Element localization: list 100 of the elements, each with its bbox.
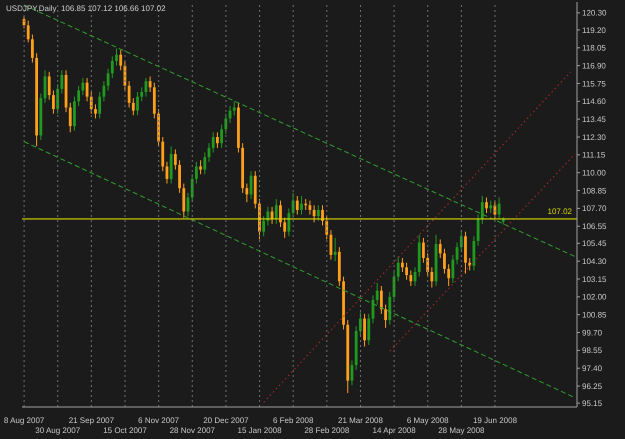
- candlestick: [438, 238, 442, 259]
- candlestick: [270, 206, 274, 224]
- candlestick: [186, 192, 190, 217]
- candlestick: [245, 183, 248, 203]
- y-tick-label: 116.90: [582, 61, 606, 70]
- candlestick: [334, 237, 337, 262]
- y-tick-label: 120.30: [582, 8, 608, 18]
- candlestick: [110, 56, 114, 79]
- candlestick: [321, 204, 324, 226]
- candlestick: [308, 200, 312, 216]
- candlestick: [443, 248, 446, 274]
- candlestick: [31, 34, 34, 64]
- candlestick: [174, 148, 177, 170]
- x-tick-label: 6 Feb 2008: [272, 416, 314, 425]
- candlestick: [456, 242, 458, 265]
- x-tick-label: 6 May 2008: [406, 416, 450, 425]
- y-tick-label: 118.05: [582, 44, 606, 53]
- candlestick: [148, 76, 152, 92]
- candlestick: [194, 161, 198, 184]
- candlestick: [384, 304, 387, 328]
- candlestick: [367, 313, 370, 346]
- x-tick-label: 8 Aug 2007: [4, 416, 45, 425]
- candlestick: [220, 124, 224, 148]
- y-tick-label: 111.15: [582, 150, 606, 160]
- candlestick: [212, 132, 215, 154]
- y-tick-label: 98.55: [582, 346, 603, 356]
- candlestick: [102, 80, 106, 102]
- candlestick: [494, 200, 496, 220]
- candlestick: [199, 160, 202, 175]
- y-tick-label: 115.75: [582, 79, 606, 88]
- candlestick: [372, 294, 374, 324]
- y-tick-label: 110.00: [582, 168, 606, 178]
- chart-title: USDJPY,Daily 106.85 107.12 106.66 107.02: [6, 4, 166, 13]
- candlestick: [216, 132, 219, 148]
- y-tick-label: 95.15: [582, 398, 603, 408]
- candlestick: [115, 48, 118, 66]
- candlestick: [414, 266, 416, 286]
- candlestick: [300, 195, 303, 216]
- candlestick: [44, 70, 46, 104]
- candlestick: [81, 78, 84, 96]
- x-tick-label: 19 Jun 2008: [472, 416, 518, 425]
- ref-line-label: 107.02: [548, 206, 573, 216]
- y-tick-label: 113.45: [582, 114, 606, 124]
- y-tick-label: 105.45: [582, 239, 608, 248]
- y-tick-label: 102.00: [582, 292, 608, 302]
- x-tick-label: 15 Jan 2008: [238, 426, 282, 435]
- candlestick: [409, 270, 412, 286]
- candlestick: [476, 214, 480, 246]
- candlestick: [330, 230, 332, 260]
- candlestick: [350, 360, 354, 386]
- candlestick: [266, 206, 270, 226]
- candlestick: [77, 85, 80, 106]
- candlestick: [498, 197, 501, 220]
- candlestick: [86, 78, 88, 102]
- y-tick-label: 108.85: [582, 186, 608, 196]
- candlestick: [485, 197, 488, 214]
- candlestick: [396, 256, 400, 282]
- candlestick: [144, 78, 148, 98]
- candlestick: [304, 198, 308, 210]
- y-tick-label: 103.15: [582, 274, 608, 284]
- candlestick: [363, 313, 366, 347]
- y-tick-label: 107.70: [582, 204, 608, 214]
- x-tick-label: 28 Feb 2008: [304, 426, 350, 435]
- candlestick: [203, 152, 206, 175]
- x-tick-label: 28 May 2008: [438, 426, 486, 435]
- y-tick-label: 119.20: [582, 26, 606, 35]
- y-tick-label: 112.30: [582, 132, 606, 142]
- candlestick: [106, 68, 110, 91]
- candlestick: [422, 237, 425, 264]
- y-tick-label: 96.25: [582, 382, 603, 391]
- y-tick-label: 104.30: [582, 256, 608, 266]
- candlestick: [94, 104, 97, 119]
- candlestick: [405, 262, 408, 280]
- candlestick: [208, 142, 210, 162]
- candlestick: [22, 15, 26, 29]
- candlestick: [52, 90, 55, 114]
- candlestick: [128, 80, 131, 108]
- x-tick-label: 6 Nov 2007: [138, 416, 180, 425]
- x-tick-label: 30 Aug 2007: [35, 426, 81, 435]
- y-tick-label: 114.60: [582, 97, 606, 106]
- candlestick: [250, 170, 252, 200]
- y-tick-label: 106.55: [582, 222, 608, 232]
- y-tick-label: 97.40: [582, 364, 603, 374]
- x-tick-label: 14 Apr 2008: [372, 426, 416, 435]
- y-tick-label: 99.70: [582, 328, 603, 338]
- candlestick: [451, 254, 454, 284]
- candlestick: [182, 183, 186, 218]
- candlestick: [312, 204, 316, 223]
- candlestick: [166, 161, 168, 184]
- x-tick-label: 21 Sep 2007: [68, 416, 115, 425]
- candlestick: [279, 200, 282, 228]
- candlestick: [178, 160, 181, 194]
- candlestick: [296, 195, 299, 216]
- candlestick: [380, 285, 383, 314]
- x-tick-label: 28 Nov 2007: [170, 426, 216, 435]
- candlestick: [228, 105, 232, 124]
- candlestick: [136, 92, 139, 116]
- y-tick-label: 100.85: [582, 310, 608, 320]
- x-tick-label: 21 Mar 2008: [338, 416, 384, 425]
- candlestick: [60, 70, 64, 94]
